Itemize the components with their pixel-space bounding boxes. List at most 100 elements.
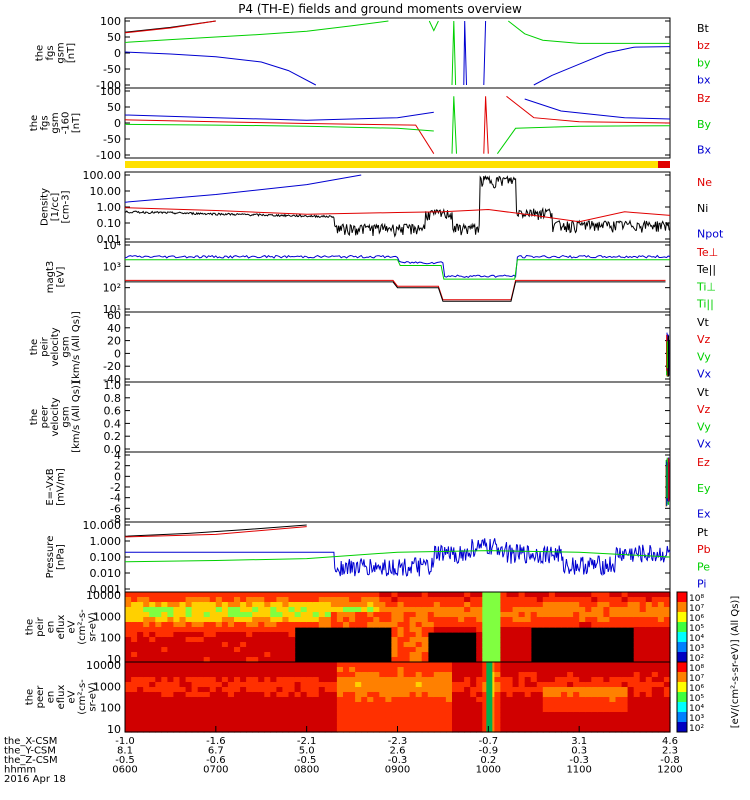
- spectrogram-cell: [482, 707, 489, 713]
- spectrogram-cell: [452, 702, 459, 708]
- spectrogram-cell: [433, 722, 441, 728]
- spectrogram-cell: [391, 687, 399, 693]
- spectrogram-cell: [615, 717, 623, 723]
- spectrogram-cell: [603, 687, 611, 693]
- spectrogram-cell: [494, 667, 502, 673]
- spectrogram-cell: [615, 592, 623, 598]
- spectrogram-cell: [143, 602, 150, 608]
- spectrogram-cell: [276, 697, 284, 703]
- spectrogram-cell: [427, 717, 435, 723]
- spectrogram-cell: [494, 612, 502, 618]
- spectrogram-cell: [312, 682, 320, 688]
- spectrogram-cell: [397, 622, 405, 628]
- series-Pe: [124, 550, 671, 563]
- spectrogram-cell: [343, 597, 350, 603]
- spectrogram-cell: [197, 667, 205, 673]
- spectrogram-cell: [270, 682, 277, 688]
- spectrogram-cell: [258, 627, 265, 633]
- spectrogram-cell: [385, 722, 393, 728]
- spectrogram-cell: [240, 652, 247, 658]
- x-tick-label: -0.5: [297, 755, 317, 766]
- spectrogram-cell: [276, 602, 284, 608]
- spectrogram-cell: [203, 657, 211, 663]
- spectrogram-cell: [379, 597, 386, 603]
- spectrogram-cell: [536, 672, 544, 678]
- spectrogram-cell: [627, 667, 635, 673]
- spectrogram-cell: [185, 677, 193, 683]
- spectrogram-cell: [524, 662, 532, 668]
- spectrogram-cell: [324, 687, 332, 693]
- spectrogram-cell: [258, 607, 265, 613]
- spectrogram-cell: [524, 627, 532, 633]
- spectrogram-cell: [591, 667, 598, 673]
- spectrogram-cell: [336, 707, 344, 713]
- spectrogram-cell: [657, 657, 665, 663]
- spectrogram-cell: [161, 657, 168, 663]
- spectrogram-cell: [476, 652, 483, 658]
- spectrogram-cell: [149, 692, 156, 698]
- spectrogram-cell: [561, 597, 568, 603]
- x-tick-label: 0800: [294, 765, 319, 776]
- legend-entry: Pe: [697, 560, 710, 573]
- spectrogram-cell: [221, 627, 229, 633]
- spectrogram-cell: [179, 592, 187, 598]
- spectrogram-cell: [476, 707, 483, 713]
- spectrogram-cell: [361, 667, 368, 673]
- spectrogram-cell: [294, 667, 302, 673]
- spectrogram-cell: [282, 702, 290, 708]
- spectrogram-cell: [288, 662, 296, 668]
- spectrogram-cell: [234, 692, 241, 698]
- spectrogram-cell: [361, 722, 368, 728]
- spectrogram-cell: [445, 682, 453, 688]
- series-Pb: [124, 526, 307, 538]
- spectrogram-cell: [609, 702, 617, 708]
- spectrogram-cell: [282, 602, 290, 608]
- spectrogram-cell: [500, 607, 508, 613]
- spectrogram-cell: [221, 637, 229, 643]
- spectrogram-cell: [203, 612, 211, 618]
- panel-frame: [124, 451, 671, 523]
- spectrogram-cell: [149, 722, 156, 728]
- spectrogram-cell: [585, 667, 592, 673]
- spectrogram-cell: [512, 722, 520, 728]
- spectrogram-cell: [349, 687, 356, 693]
- spectrogram-cell: [227, 612, 235, 618]
- spectrogram-cell: [579, 702, 586, 708]
- spectrogram-cell: [125, 657, 132, 663]
- spectrogram-cell: [639, 652, 647, 658]
- spectrogram-cell: [464, 612, 471, 618]
- spectrogram-cell: [246, 622, 253, 628]
- spectrogram-cell: [476, 727, 483, 733]
- spectrogram-cell: [324, 602, 332, 608]
- spectrogram-cell: [203, 597, 211, 603]
- spectrogram-cell: [137, 692, 144, 698]
- spectrogram-cell: [500, 667, 508, 673]
- spectrogram-cell: [209, 662, 217, 668]
- spectrogram-cell: [415, 642, 423, 648]
- spectrogram-cell: [657, 622, 665, 628]
- spectrogram-cell: [494, 692, 502, 698]
- spectrogram-cell: [603, 617, 611, 623]
- spectrogram-cell: [409, 717, 417, 723]
- spectrogram-cell: [421, 632, 429, 638]
- spectrogram-cell: [282, 647, 290, 653]
- spectrogram-cell: [179, 677, 187, 683]
- spectrogram-cell: [215, 652, 223, 658]
- spectrogram-cell: [591, 717, 598, 723]
- spectrogram-cell: [215, 592, 223, 598]
- spectrogram-cell: [615, 662, 623, 668]
- spectrogram-cell: [203, 712, 211, 718]
- spectrogram-cell: [548, 602, 556, 608]
- spectrogram-cell: [518, 712, 526, 718]
- spectrogram-cell: [585, 672, 592, 678]
- spectrogram-cell: [409, 672, 417, 678]
- spectrogram-cell: [506, 697, 514, 703]
- spectrogram-cell: [482, 617, 489, 623]
- spectrogram-cell: [149, 607, 156, 613]
- spectrogram-cell: [185, 602, 193, 608]
- colorbar-tick: 10⁵: [689, 694, 704, 704]
- spectrogram-cell: [524, 592, 532, 598]
- spectrogram-cell: [149, 657, 156, 663]
- spectrogram-cell: [336, 702, 344, 708]
- spectrogram-cell: [355, 692, 362, 698]
